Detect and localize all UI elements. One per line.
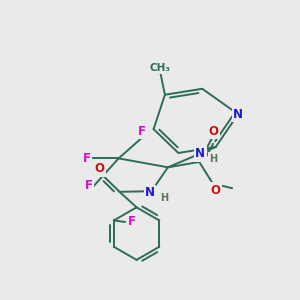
Text: CH₃: CH₃ xyxy=(150,63,171,73)
Text: F: F xyxy=(82,152,90,165)
Text: F: F xyxy=(128,215,136,229)
Text: H: H xyxy=(160,193,168,203)
Text: O: O xyxy=(210,184,220,196)
Text: H: H xyxy=(209,154,218,164)
Text: O: O xyxy=(208,125,219,138)
Text: F: F xyxy=(85,179,92,192)
Text: F: F xyxy=(138,125,146,138)
Text: O: O xyxy=(95,162,105,175)
Text: N: N xyxy=(145,186,155,199)
Text: N: N xyxy=(195,147,205,160)
Text: N: N xyxy=(233,108,243,121)
